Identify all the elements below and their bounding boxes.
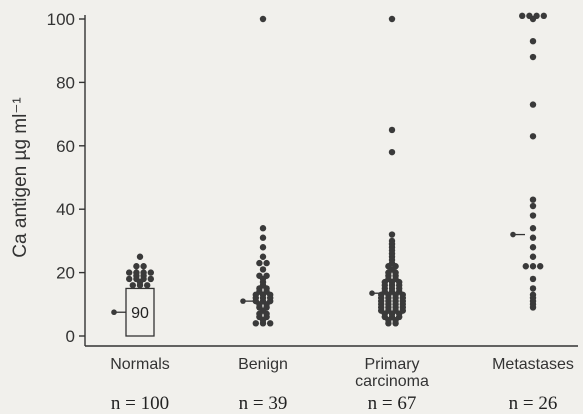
- data-point: [533, 12, 540, 20]
- data-point: [144, 282, 151, 289]
- data-point: [529, 244, 537, 251]
- data-point: [147, 269, 154, 276]
- y-tick-label: 20: [56, 264, 75, 283]
- sample-size-label: n = 26: [509, 393, 558, 414]
- data-point: [529, 196, 537, 203]
- data-point: [140, 269, 147, 276]
- data-point: [140, 263, 147, 270]
- data-point: [259, 244, 267, 251]
- data-point: [537, 263, 544, 270]
- data-point: [133, 269, 140, 276]
- y-tick-label: 60: [56, 137, 75, 156]
- data-point: [263, 259, 270, 267]
- data-point: [529, 225, 537, 232]
- data-point: [388, 148, 396, 156]
- data-point: [529, 212, 537, 219]
- median-point: [369, 290, 375, 297]
- median-point: [240, 298, 246, 304]
- data-point: [540, 12, 547, 20]
- data-point: [388, 15, 396, 23]
- y-axis-label: Ca antigen µg ml⁻¹: [10, 97, 31, 257]
- data-point: [256, 272, 263, 279]
- category-label: Normals: [110, 356, 170, 373]
- data-point: [529, 234, 537, 241]
- data-point: [136, 253, 144, 260]
- data-point: [263, 272, 270, 279]
- data-point: [126, 275, 133, 283]
- category-label: carcinoma: [355, 373, 429, 390]
- median-point: [111, 309, 117, 316]
- data-point: [129, 282, 136, 289]
- data-point: [529, 253, 537, 260]
- data-point: [133, 263, 140, 270]
- data-point: [147, 275, 154, 283]
- data-point: [256, 259, 263, 267]
- data-point: [529, 101, 537, 108]
- data-point: [259, 253, 267, 260]
- data-point: [529, 285, 537, 292]
- sample-size-label: n = 39: [239, 393, 288, 414]
- sample-size-label: n = 100: [111, 393, 169, 414]
- y-tick-label: 100: [47, 10, 75, 29]
- data-point: [526, 12, 533, 20]
- data-point: [529, 263, 537, 270]
- data-point: [522, 263, 529, 270]
- data-point: [388, 237, 396, 245]
- y-tick-label: 40: [56, 200, 75, 219]
- y-tick-label: 80: [56, 73, 75, 92]
- data-point: [529, 37, 537, 45]
- normals-box-count: 90: [131, 305, 149, 322]
- data-point: [259, 15, 267, 23]
- y-tick-label: 0: [66, 327, 75, 346]
- data-point: [529, 291, 537, 298]
- data-point: [259, 225, 267, 232]
- data-point: [259, 234, 267, 241]
- data-point: [267, 320, 274, 327]
- data-point: [519, 12, 526, 20]
- data-point: [529, 53, 537, 61]
- sample-size-label: n = 67: [368, 393, 417, 414]
- data-point: [259, 266, 267, 273]
- data-point: [388, 126, 396, 134]
- data-point: [388, 231, 396, 238]
- category-label: Primary: [364, 356, 419, 373]
- data-point: [126, 269, 133, 276]
- data-point: [252, 320, 259, 327]
- data-point: [529, 202, 537, 210]
- category-label: Metastases: [492, 356, 574, 373]
- median-point: [510, 231, 516, 238]
- category-label: Benign: [238, 356, 288, 373]
- data-point: [529, 133, 537, 140]
- data-point: [529, 275, 537, 283]
